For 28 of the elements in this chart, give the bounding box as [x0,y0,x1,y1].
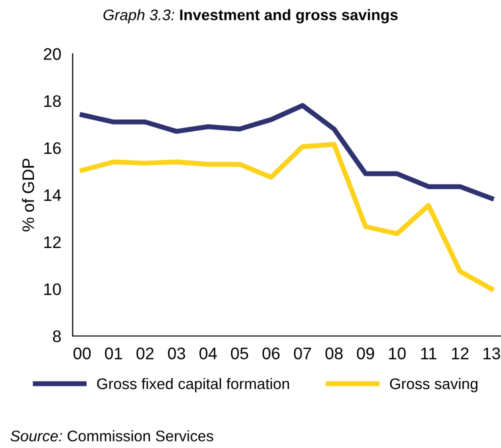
line-series [80,142,494,292]
chart-title: Graph 3.3: Investment and gross savings [103,9,398,24]
x-tick-label: 12 [452,348,468,360]
x-tick-label: 09 [356,348,374,360]
y-axis-title: % of GDP [22,158,34,232]
y-tick-label: 18 [44,95,61,108]
x-tick-label: 06 [262,348,280,360]
y-tick-label: 14 [44,189,62,201]
line-series [80,103,494,201]
legend-label: Gross fixed capital formation [97,378,289,392]
y-tick-label: 16 [44,142,61,154]
y-tick-label: 10 [44,283,61,296]
x-tick-label: 13 [484,348,500,360]
x-tick-label: 11 [421,348,436,360]
x-tick-label: 05 [230,348,248,360]
x-tick-label: 02 [136,348,154,360]
legend-label: Gross saving [390,378,478,392]
x-tick-label: 04 [199,348,217,360]
x-tick-label: 10 [389,348,406,360]
x-tick-label: 00 [73,348,91,360]
y-tick-label: 12 [44,236,61,248]
x-tick-label: 01 [104,348,122,360]
y-tick-label: 8 [52,330,61,342]
source-note: Source: Commission Services [10,430,214,442]
x-tick-label: 07 [294,348,312,360]
x-tick-label: 08 [325,348,343,360]
y-tick-label: 20 [44,48,61,60]
x-tick-label: 03 [168,348,186,360]
